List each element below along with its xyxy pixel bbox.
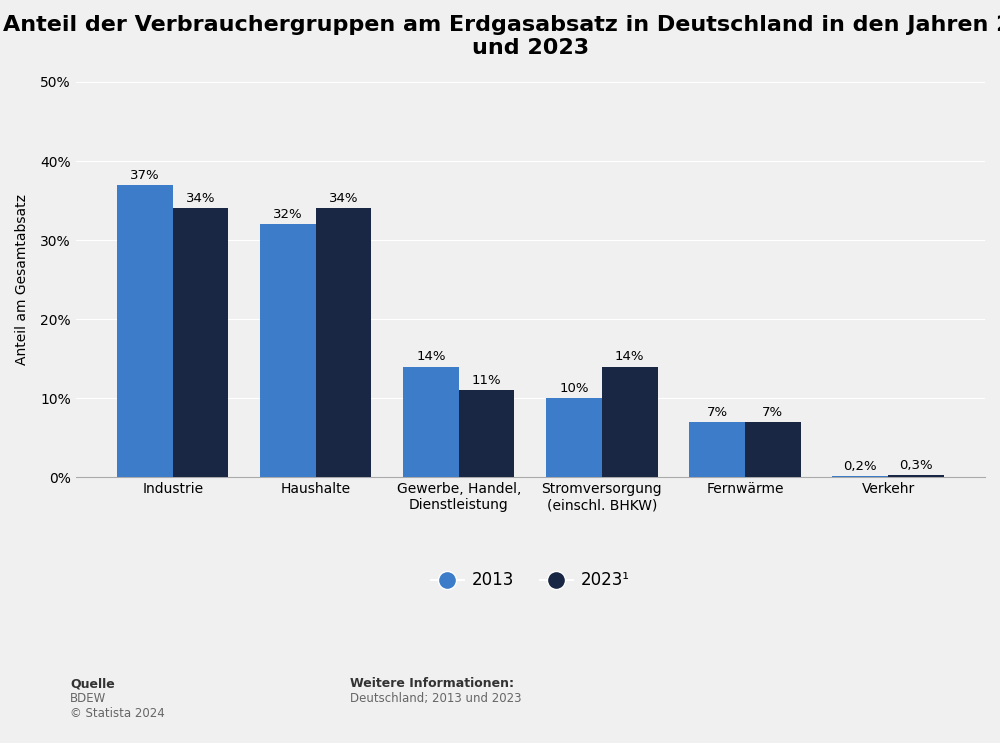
Bar bbox=[260, 224, 316, 477]
Text: 7%: 7% bbox=[762, 406, 783, 419]
Text: Weitere Informationen:: Weitere Informationen: bbox=[350, 678, 514, 690]
Text: 34%: 34% bbox=[329, 192, 358, 205]
Text: 14%: 14% bbox=[615, 351, 644, 363]
Text: © Statista 2024: © Statista 2024 bbox=[70, 707, 165, 720]
Text: 0,2%: 0,2% bbox=[843, 460, 877, 473]
Bar bbox=[832, 476, 888, 477]
Bar bbox=[689, 422, 745, 477]
Text: 37%: 37% bbox=[130, 169, 160, 181]
Title: Anteil der Verbrauchergruppen am Erdgasabsatz in Deutschland in den Jahren 2013
: Anteil der Verbrauchergruppen am Erdgasa… bbox=[3, 15, 1000, 58]
Bar bbox=[602, 366, 658, 477]
Bar bbox=[117, 185, 173, 477]
Bar bbox=[745, 422, 801, 477]
Bar bbox=[173, 209, 228, 477]
Text: Deutschland; 2013 und 2023: Deutschland; 2013 und 2023 bbox=[350, 692, 522, 705]
Bar bbox=[888, 475, 944, 477]
Bar bbox=[546, 398, 602, 477]
Text: 14%: 14% bbox=[416, 351, 446, 363]
Bar bbox=[403, 366, 459, 477]
Text: 0,3%: 0,3% bbox=[899, 458, 933, 472]
Text: 32%: 32% bbox=[273, 208, 303, 221]
Text: 10%: 10% bbox=[559, 382, 589, 395]
Text: 7%: 7% bbox=[707, 406, 728, 419]
Y-axis label: Anteil am Gesamtabsatz: Anteil am Gesamtabsatz bbox=[15, 194, 29, 365]
Text: 34%: 34% bbox=[186, 192, 215, 205]
Legend: 2013, 2023¹: 2013, 2023¹ bbox=[424, 565, 637, 596]
Text: Quelle: Quelle bbox=[70, 678, 115, 690]
Text: 11%: 11% bbox=[472, 374, 501, 387]
Bar bbox=[316, 209, 371, 477]
Text: BDEW: BDEW bbox=[70, 692, 106, 705]
Bar bbox=[459, 390, 514, 477]
